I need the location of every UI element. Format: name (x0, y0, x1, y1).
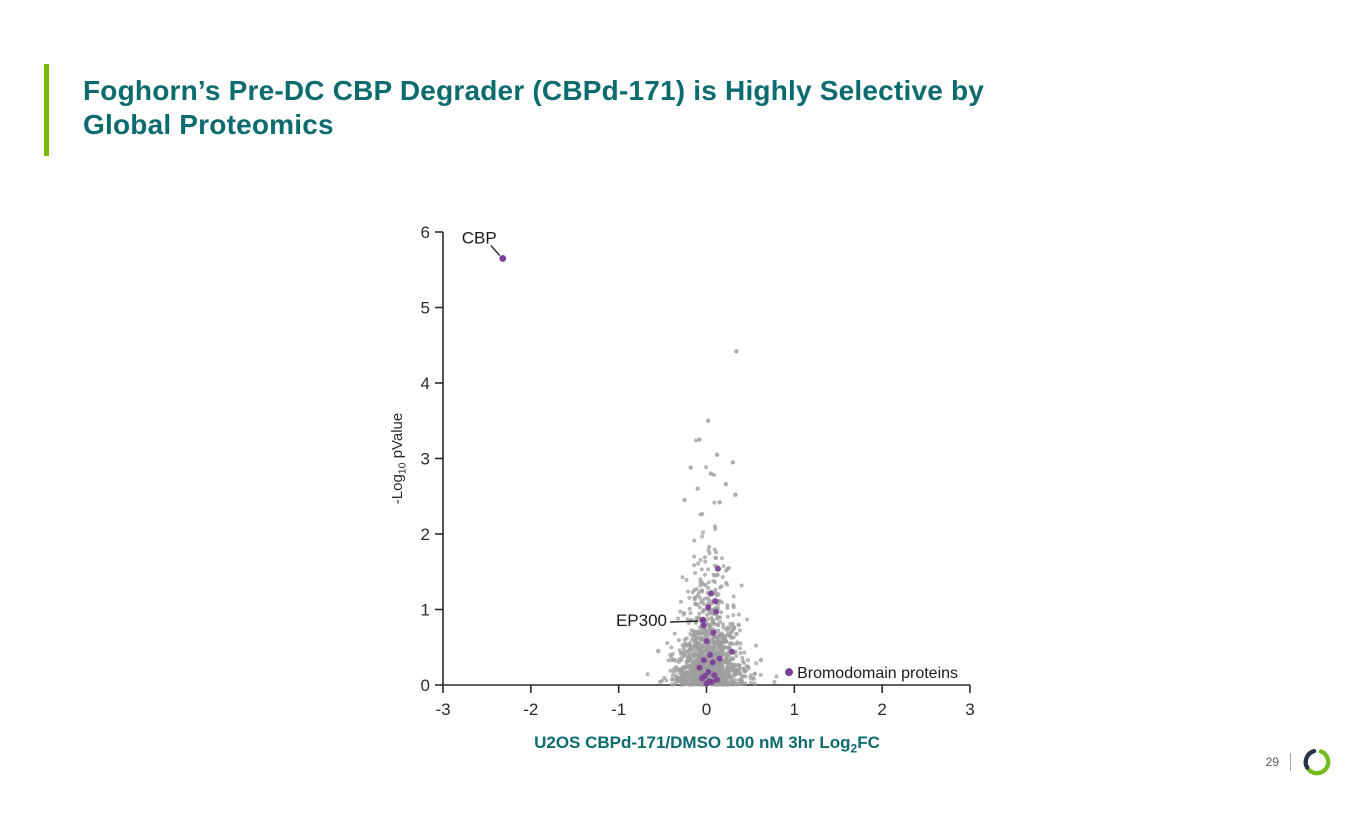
page-title-line-2: Global Proteomics (83, 109, 334, 141)
svg-text:6: 6 (421, 223, 430, 242)
svg-text:0: 0 (702, 700, 711, 719)
x-axis-caption-sub: 2 (850, 741, 858, 756)
x-axis-caption-post: FC (857, 733, 880, 752)
svg-text:CBP: CBP (462, 228, 497, 247)
svg-text:-3: -3 (435, 700, 450, 719)
svg-text:Bromodomain proteins: Bromodomain proteins (797, 665, 958, 682)
svg-text:1: 1 (790, 700, 799, 719)
svg-text:4: 4 (421, 374, 430, 393)
volcano-plot: 0 1 2 3 4 5 6 -3 -2 -1 0 1 2 3 -Log10 pValue CBP EP300 Br… (380, 215, 1000, 770)
page-title: Foghorn’s Pre-DC CBP Degrader (CBPd-171)… (83, 74, 1213, 142)
svg-text:1: 1 (421, 601, 430, 620)
x-axis-caption: U2OS CBPd-171/DMSO 100 nM 3hr Log2FC (443, 733, 971, 755)
svg-text:2: 2 (877, 700, 886, 719)
x-axis-caption-pre: U2OS CBPd-171/DMSO 100 nM 3hr Log (534, 733, 851, 752)
volcano-plot-svg: 0 1 2 3 4 5 6 -3 -2 -1 0 1 2 3 -Log10 pValue CBP EP300 Br… (389, 223, 975, 719)
svg-text:2: 2 (421, 525, 430, 544)
svg-text:-Log10 pValue: -Log10 pValue (389, 413, 409, 504)
svg-text:0: 0 (421, 676, 430, 695)
svg-text:-1: -1 (611, 700, 626, 719)
svg-text:5: 5 (421, 299, 430, 318)
svg-text:3: 3 (421, 450, 430, 469)
slide-footer: 29 (1266, 747, 1332, 777)
foghorn-logo-icon (1303, 748, 1331, 776)
svg-text:3: 3 (965, 700, 974, 719)
page-title-line-1: Foghorn’s Pre-DC CBP Degrader (CBPd-171)… (83, 75, 985, 106)
page-number: 29 (1265, 755, 1279, 769)
svg-text:-2: -2 (523, 700, 538, 719)
svg-text:EP300: EP300 (616, 611, 667, 630)
title-accent-bar (44, 64, 49, 156)
footer-divider (1290, 753, 1291, 771)
